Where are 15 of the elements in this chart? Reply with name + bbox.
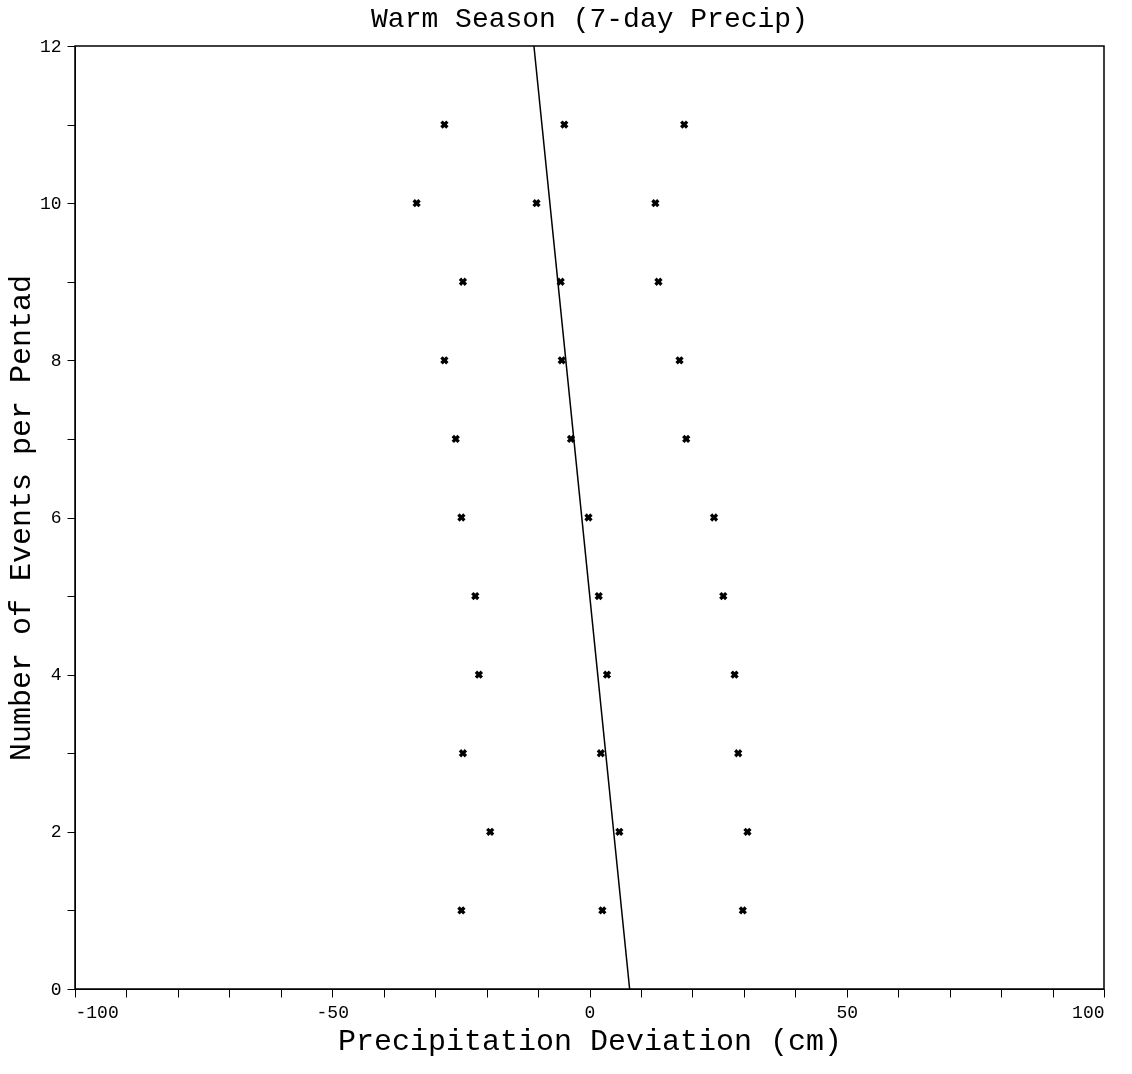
x-tick-label: 0 — [584, 1002, 596, 1023]
y-tick-label: 10 — [39, 193, 62, 214]
y-tick-label: 0 — [50, 979, 62, 1000]
y-tick-label: 6 — [50, 508, 62, 528]
x-tick-label: -100 — [75, 1002, 119, 1023]
chart-title: Warm Season (7-day Precip) — [371, 4, 808, 35]
x-tick-label: 100 — [1072, 1002, 1105, 1023]
x-tick-label: 50 — [836, 1002, 859, 1023]
x-tick-label: -50 — [316, 1002, 349, 1023]
y-axis-title: Number of Events per Pentad — [4, 274, 39, 762]
y-tick-label: 8 — [50, 350, 62, 371]
y-tick-label: 2 — [50, 822, 62, 843]
y-tick-label: 4 — [50, 665, 62, 686]
x-axis-title: Precipitation Deviation (cm) — [337, 1024, 843, 1059]
y-tick-label: 12 — [39, 36, 62, 57]
